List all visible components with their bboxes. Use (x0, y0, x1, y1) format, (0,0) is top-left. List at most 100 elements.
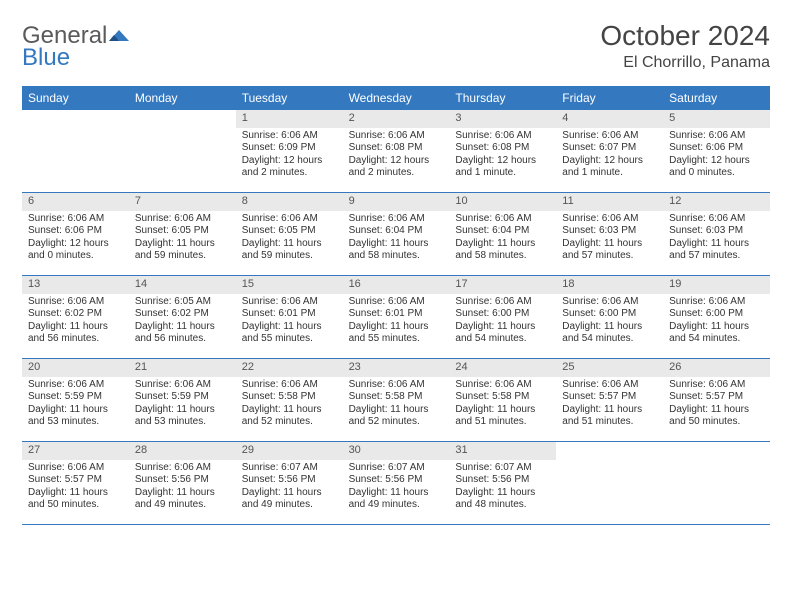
day-sunrise: Sunrise: 6:06 AM (455, 130, 550, 143)
weekday-monday: Monday (129, 86, 236, 110)
week-row: 13Sunrise: 6:06 AMSunset: 6:02 PMDayligh… (22, 276, 770, 359)
day-daylight: Daylight: 11 hours and 57 minutes. (562, 238, 657, 263)
day-cell: 27Sunrise: 6:06 AMSunset: 5:57 PMDayligh… (22, 442, 129, 524)
day-daylight: Daylight: 11 hours and 55 minutes. (242, 321, 337, 346)
logo-icon (109, 20, 129, 48)
week-row: 1Sunrise: 6:06 AMSunset: 6:09 PMDaylight… (22, 110, 770, 193)
day-sunset: Sunset: 6:00 PM (669, 308, 764, 321)
day-cell-empty (663, 442, 770, 524)
day-cell: 21Sunrise: 6:06 AMSunset: 5:59 PMDayligh… (129, 359, 236, 441)
day-cell: 5Sunrise: 6:06 AMSunset: 6:06 PMDaylight… (663, 110, 770, 192)
day-cell: 20Sunrise: 6:06 AMSunset: 5:59 PMDayligh… (22, 359, 129, 441)
day-number: 19 (663, 276, 770, 294)
day-daylight: Daylight: 11 hours and 52 minutes. (349, 404, 444, 429)
day-sunrise: Sunrise: 6:07 AM (242, 462, 337, 475)
day-cell: 29Sunrise: 6:07 AMSunset: 5:56 PMDayligh… (236, 442, 343, 524)
day-sunset: Sunset: 6:08 PM (455, 142, 550, 155)
day-number: 31 (449, 442, 556, 460)
day-sunrise: Sunrise: 6:06 AM (242, 379, 337, 392)
day-daylight: Daylight: 11 hours and 55 minutes. (349, 321, 444, 346)
day-sunrise: Sunrise: 6:06 AM (455, 213, 550, 226)
day-body: Sunrise: 6:06 AMSunset: 5:57 PMDaylight:… (663, 377, 770, 433)
day-daylight: Daylight: 12 hours and 2 minutes. (242, 155, 337, 180)
day-sunset: Sunset: 5:57 PM (669, 391, 764, 404)
day-daylight: Daylight: 11 hours and 49 minutes. (349, 487, 444, 512)
weekday-tuesday: Tuesday (236, 86, 343, 110)
day-sunrise: Sunrise: 6:06 AM (242, 213, 337, 226)
month-title: October 2024 (600, 20, 770, 52)
day-body: Sunrise: 6:06 AMSunset: 5:58 PMDaylight:… (343, 377, 450, 433)
day-number: 23 (343, 359, 450, 377)
day-number: 4 (556, 110, 663, 128)
page-header: GeneralBlue October 2024 El Chorrillo, P… (22, 20, 770, 72)
day-daylight: Daylight: 11 hours and 53 minutes. (135, 404, 230, 429)
day-daylight: Daylight: 12 hours and 2 minutes. (349, 155, 444, 180)
location: El Chorrillo, Panama (600, 54, 770, 72)
day-cell: 10Sunrise: 6:06 AMSunset: 6:04 PMDayligh… (449, 193, 556, 275)
day-sunset: Sunset: 5:56 PM (135, 474, 230, 487)
day-daylight: Daylight: 11 hours and 58 minutes. (455, 238, 550, 263)
day-daylight: Daylight: 11 hours and 53 minutes. (28, 404, 123, 429)
day-sunrise: Sunrise: 6:06 AM (562, 379, 657, 392)
day-daylight: Daylight: 12 hours and 1 minute. (562, 155, 657, 180)
day-number: 29 (236, 442, 343, 460)
day-cell: 15Sunrise: 6:06 AMSunset: 6:01 PMDayligh… (236, 276, 343, 358)
day-daylight: Daylight: 11 hours and 49 minutes. (135, 487, 230, 512)
day-sunset: Sunset: 6:09 PM (242, 142, 337, 155)
day-daylight: Daylight: 11 hours and 59 minutes. (242, 238, 337, 263)
day-cell: 30Sunrise: 6:07 AMSunset: 5:56 PMDayligh… (343, 442, 450, 524)
day-cell: 22Sunrise: 6:06 AMSunset: 5:58 PMDayligh… (236, 359, 343, 441)
day-sunrise: Sunrise: 6:06 AM (669, 296, 764, 309)
day-number: 2 (343, 110, 450, 128)
day-body: Sunrise: 6:06 AMSunset: 6:04 PMDaylight:… (449, 211, 556, 267)
day-sunrise: Sunrise: 6:06 AM (28, 462, 123, 475)
day-number: 1 (236, 110, 343, 128)
day-daylight: Daylight: 11 hours and 54 minutes. (455, 321, 550, 346)
day-body: Sunrise: 6:06 AMSunset: 6:02 PMDaylight:… (22, 294, 129, 350)
day-body: Sunrise: 6:06 AMSunset: 6:00 PMDaylight:… (556, 294, 663, 350)
day-daylight: Daylight: 11 hours and 56 minutes. (135, 321, 230, 346)
day-sunrise: Sunrise: 6:06 AM (242, 296, 337, 309)
day-sunrise: Sunrise: 6:07 AM (455, 462, 550, 475)
day-sunset: Sunset: 5:56 PM (242, 474, 337, 487)
day-sunset: Sunset: 5:59 PM (28, 391, 123, 404)
day-sunset: Sunset: 5:58 PM (349, 391, 444, 404)
day-sunrise: Sunrise: 6:06 AM (669, 130, 764, 143)
day-sunset: Sunset: 5:59 PM (135, 391, 230, 404)
day-sunset: Sunset: 6:08 PM (349, 142, 444, 155)
day-sunrise: Sunrise: 6:06 AM (455, 379, 550, 392)
day-sunrise: Sunrise: 6:06 AM (135, 462, 230, 475)
day-body: Sunrise: 6:06 AMSunset: 5:58 PMDaylight:… (236, 377, 343, 433)
day-cell: 18Sunrise: 6:06 AMSunset: 6:00 PMDayligh… (556, 276, 663, 358)
day-body: Sunrise: 6:06 AMSunset: 6:03 PMDaylight:… (663, 211, 770, 267)
day-body: Sunrise: 6:07 AMSunset: 5:56 PMDaylight:… (236, 460, 343, 516)
day-body: Sunrise: 6:06 AMSunset: 5:56 PMDaylight:… (129, 460, 236, 516)
day-cell: 7Sunrise: 6:06 AMSunset: 6:05 PMDaylight… (129, 193, 236, 275)
day-number: 11 (556, 193, 663, 211)
day-cell: 28Sunrise: 6:06 AMSunset: 5:56 PMDayligh… (129, 442, 236, 524)
day-number: 26 (663, 359, 770, 377)
day-body: Sunrise: 6:06 AMSunset: 6:08 PMDaylight:… (343, 128, 450, 184)
day-number: 13 (22, 276, 129, 294)
day-sunset: Sunset: 5:58 PM (242, 391, 337, 404)
day-cell: 4Sunrise: 6:06 AMSunset: 6:07 PMDaylight… (556, 110, 663, 192)
day-cell: 13Sunrise: 6:06 AMSunset: 6:02 PMDayligh… (22, 276, 129, 358)
day-sunrise: Sunrise: 6:06 AM (455, 296, 550, 309)
day-sunset: Sunset: 6:02 PM (28, 308, 123, 321)
day-number: 3 (449, 110, 556, 128)
day-sunrise: Sunrise: 6:06 AM (349, 130, 444, 143)
day-number: 9 (343, 193, 450, 211)
day-sunset: Sunset: 5:57 PM (562, 391, 657, 404)
day-cell: 23Sunrise: 6:06 AMSunset: 5:58 PMDayligh… (343, 359, 450, 441)
day-body: Sunrise: 6:06 AMSunset: 6:00 PMDaylight:… (449, 294, 556, 350)
day-body: Sunrise: 6:06 AMSunset: 6:03 PMDaylight:… (556, 211, 663, 267)
day-sunrise: Sunrise: 6:06 AM (28, 296, 123, 309)
day-number: 30 (343, 442, 450, 460)
day-daylight: Daylight: 11 hours and 50 minutes. (669, 404, 764, 429)
day-sunrise: Sunrise: 6:06 AM (562, 213, 657, 226)
day-sunrise: Sunrise: 6:06 AM (562, 130, 657, 143)
day-sunset: Sunset: 6:05 PM (242, 225, 337, 238)
day-body: Sunrise: 6:06 AMSunset: 5:58 PMDaylight:… (449, 377, 556, 433)
title-block: October 2024 El Chorrillo, Panama (600, 20, 770, 72)
day-body: Sunrise: 6:06 AMSunset: 6:01 PMDaylight:… (236, 294, 343, 350)
